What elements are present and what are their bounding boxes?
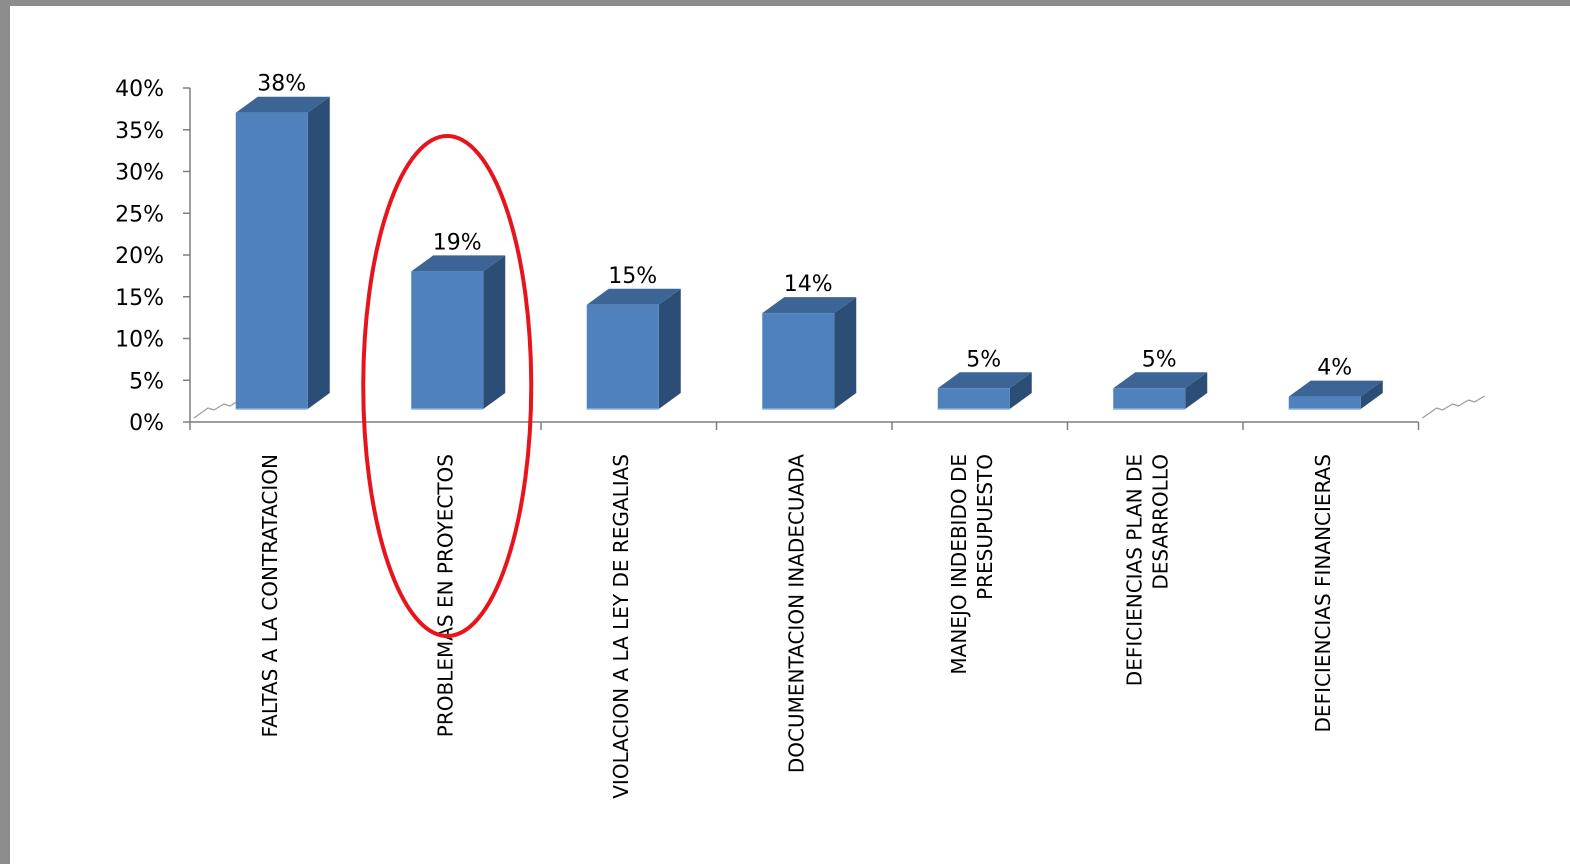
bar-front (937, 388, 1010, 409)
category-label: FALTAS A LA CONTRATACION (258, 454, 282, 737)
bar-top (1113, 372, 1208, 389)
bar (411, 255, 506, 410)
bar-front (411, 271, 484, 409)
chart-bars (235, 96, 1383, 410)
bar-front (586, 304, 659, 409)
y-tick-label: 10% (115, 328, 164, 353)
data-label: 19% (433, 230, 482, 255)
y-tick-label: 30% (115, 161, 164, 186)
category-label: PROBLEMAS EN PROYECTOS (433, 454, 457, 737)
bar-top (411, 255, 506, 272)
bar-top (762, 297, 857, 314)
y-tick-label: 5% (129, 369, 164, 394)
bar-side (1360, 380, 1383, 409)
bar-top (586, 288, 681, 305)
bar-top (235, 96, 330, 113)
data-label: 15% (608, 264, 657, 289)
data-label: 14% (784, 272, 833, 297)
category-label: MANEJO INDEBIDO DE (947, 454, 971, 675)
bar-top (1288, 380, 1383, 397)
category-label: PRESUPUESTO (973, 454, 997, 600)
y-tick-label: 20% (115, 244, 164, 269)
data-label: 4% (1317, 356, 1352, 381)
category-label: DESARROLLO (1148, 454, 1172, 590)
category-label: DEFICIENCIAS PLAN DE (1122, 454, 1146, 686)
y-tick-label: 40% (115, 77, 164, 102)
bar-side (483, 255, 506, 409)
bar-front (235, 112, 308, 409)
y-tick-label: 15% (115, 286, 164, 311)
bar-front (762, 313, 835, 409)
chart-overlay (361, 134, 534, 638)
bar-top (937, 372, 1032, 389)
bar-front (1288, 396, 1361, 409)
bar-side (307, 96, 330, 409)
bar (762, 297, 857, 410)
floor-break-right (1422, 395, 1485, 419)
highlight-ellipse (361, 134, 534, 638)
data-label: 38% (257, 72, 306, 97)
bar (937, 372, 1032, 410)
category-label: VIOLACION A LA LEY DE REGALIAS (609, 454, 633, 799)
bar (235, 96, 330, 410)
bar-side (834, 297, 857, 409)
category-label: DEFICIENCIAS FINANCIERAS (1311, 454, 1335, 732)
data-label: 5% (1142, 347, 1177, 372)
y-tick-label: 0% (129, 411, 164, 436)
bar (1113, 372, 1208, 410)
bar-front (1113, 388, 1186, 409)
bar (1288, 380, 1383, 410)
chart-axes: 0% 5% 10% 15% 20% 25% 30% 35% 40% (115, 77, 1485, 436)
y-tick-label: 25% (115, 202, 164, 227)
chart-labels: 38% 19% 15% 14% 5% 5% 4% FALTAS A LA CONTRATACI… (257, 72, 1352, 799)
data-label: 5% (966, 347, 1001, 372)
bar (586, 288, 681, 410)
bar-side (1185, 372, 1208, 409)
bar-chart: 0% 5% 10% 15% 20% 25% 30% 35% 40% 38% 19% 15% 14% 5%… (115, 72, 1485, 799)
bar-side (1009, 372, 1032, 409)
category-label: DOCUMENTACION INADECUADA (784, 454, 808, 773)
bar-side (658, 288, 681, 409)
y-tick-label: 35% (115, 119, 164, 144)
chart-canvas: 0% 5% 10% 15% 20% 25% 30% 35% 40% 38% 19% 15% 14% 5%… (10, 6, 1570, 864)
